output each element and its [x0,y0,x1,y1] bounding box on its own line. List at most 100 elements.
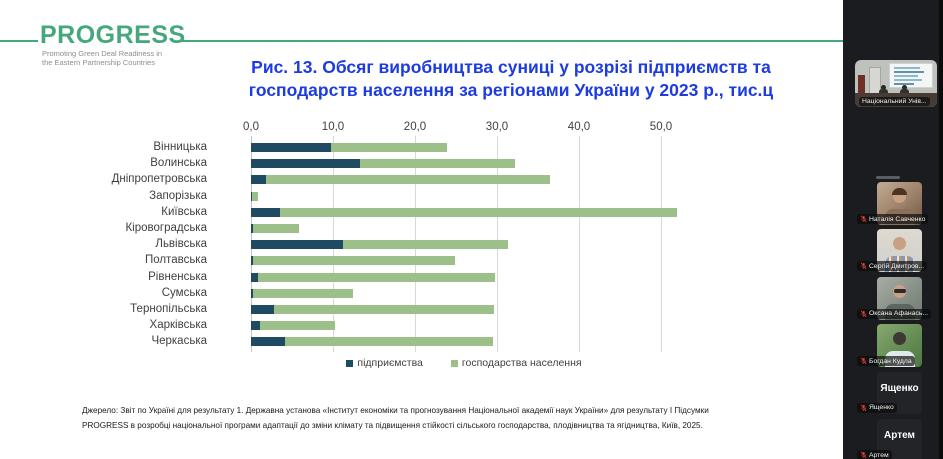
logo-rule-right [182,40,843,42]
legend-item: господарства населення [450,357,582,369]
bar-segment [251,256,254,266]
person-head [893,332,906,346]
slide-title-line1: Рис. 13. Обсяг виробництва суниці у розр… [251,57,771,77]
sidebar-resize-handle[interactable] [876,176,900,179]
x-tick-label: 10,0 [321,121,345,133]
category-label: Рівненська [148,270,207,283]
category-label: Вінницька [153,141,207,153]
person-silhouette [879,89,888,94]
participants-sidebar: Національний Унів... Наталія Савченко Серг… [843,0,943,459]
person-head [893,237,906,251]
participant-name-label: Богдан Кудла [857,356,915,367]
muted-mic-icon [860,310,867,318]
shared-slide: PROGRESS Promoting Green Deal Readiness … [0,21,843,433]
bar-segment [273,305,494,314]
category-label: Дніпропетровська [111,173,207,186]
bar-segment [251,191,258,201]
bar-segment [253,256,456,266]
document-line [894,83,914,85]
participant-tile-room[interactable]: Національний Унів... [855,60,937,107]
legend-swatch [450,359,458,367]
muted-mic-icon [860,451,867,459]
participant-tile-video[interactable]: Богдан Кудла [857,324,922,368]
participant-name-label: Національний Унів... [859,97,930,106]
bar-segment [253,224,299,233]
participant-name-label: Сергій Дмитров... [857,261,928,272]
participant-audio-tile: Ященко [877,371,922,414]
bar-segment [251,159,361,169]
participant-tile-audio[interactable]: Артем Артем [857,419,922,459]
person-silhouette [902,85,907,90]
category-label: Волинська [150,157,207,170]
bar-segment [251,272,258,282]
legend-label: підприємства [357,357,423,369]
participant-display-name: Ященко [880,382,919,394]
participant-name-text: Сергій Дмитров... [869,262,925,270]
person-silhouette [900,89,909,94]
participant-name-text: Національний Унів... [862,98,927,105]
x-tick-label: 50,0 [649,121,673,133]
participant-name-text: Наталія Савченко [869,215,926,223]
bar-segment [251,288,254,298]
bar-segment [360,159,516,169]
category-label: Львівська [155,238,207,251]
participant-name-text: Оксана Афанась... [869,310,929,318]
x-tick-label: 30,0 [485,121,509,133]
participant-name-text: Ященко [869,404,894,412]
category-label: Київська [161,205,207,218]
source-line1: Джерело: Звіт по Україні для результату … [82,406,709,415]
muted-mic-icon [860,404,867,411]
participant-name-text: Артем [869,451,889,459]
participant-name-label: Ященко [857,402,897,413]
muted-mic-icon [860,215,867,223]
sunglasses-shape [893,288,906,293]
participant-name-text: Богдан Кудла [869,357,912,365]
bar-segment [251,207,280,217]
bar-segment [251,224,254,233]
bar-segment [251,175,266,185]
participant-tile-video[interactable]: Наталія Савченко [857,182,929,225]
gridline [579,136,580,352]
bar-segment [265,175,551,185]
x-tick-label: 0,0 [243,121,259,133]
sidebar-edge [939,0,943,459]
logo-tagline-line1: Promoting Green Deal Readiness in [42,49,163,58]
slide-title-line2: господарств населення за регіонами Украї… [248,80,774,100]
bar-segment [251,305,274,314]
participant-display-name: Артем [884,430,915,441]
bar-segment [279,207,677,217]
participant-tile-video[interactable]: Сергій Дмитров... [857,229,928,273]
category-label: Полтавська [144,254,207,267]
person-hair [892,188,907,195]
category-label: Запорізька [149,189,207,202]
participant-tile-audio[interactable]: Ященко Ященко [857,371,922,414]
bar-segment [342,240,508,250]
bar-segment [251,191,252,201]
document-line [894,79,922,81]
participant-tile-video[interactable]: Оксана Афанась... [857,276,932,320]
legend-item: підприємства [346,357,423,369]
bar-segment [253,288,353,298]
source-note: Джерело: Звіт по Україні для результату … [82,403,802,433]
bar-segment [251,143,332,152]
bar-chart: 0,0 10,0 20,0 30,0 40,0 50,0 Вінницька Волинськ… [111,121,677,352]
progress-logo: PROGRESS [40,21,186,49]
legend-label: господарства населення [461,357,582,369]
person-silhouette [881,85,886,90]
participant-name-label: Артем [857,450,892,459]
document-line [894,67,920,69]
bar-segment [285,337,493,347]
bar-segment [257,272,496,282]
x-tick-label: 20,0 [403,121,427,133]
bar-segment [251,240,343,250]
participant-name-label: Оксана Афанась... [857,308,932,319]
category-label: Харківська [149,319,207,332]
bar-segment [331,143,447,152]
bar-segment [251,337,286,347]
slide-title: Рис. 13. Обсяг виробництва суниці у розр… [185,56,837,102]
bar-segment [260,321,335,331]
bar-segment [251,321,261,331]
category-label: Кіровоградська [125,222,207,234]
x-tick-label: 40,0 [567,121,591,133]
